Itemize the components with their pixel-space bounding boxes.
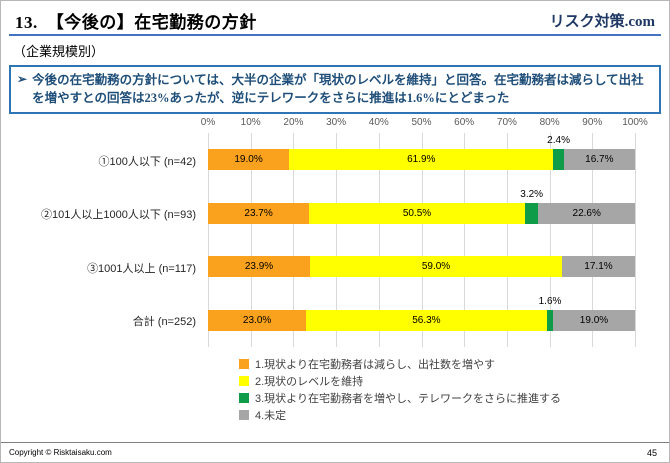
x-tick-label: 20% xyxy=(283,117,304,128)
outside-value-label: 3.2% xyxy=(520,188,544,200)
legend-swatch-icon xyxy=(239,392,249,403)
summary-callout: ➢ 今後の在宅勤務の方針については、大半の企業が「現状のレベルを維持」と回答。在… xyxy=(9,65,661,115)
segment-value-label: 19.0% xyxy=(234,154,263,166)
chart-legend: 1.現状より在宅勤務者は減らし、出社数を増やす 2.現状のレベルを維持 3.現状より… xyxy=(239,357,561,425)
gridline xyxy=(336,133,338,347)
x-tick-label: 70% xyxy=(496,117,517,128)
stacked-bar: 23.7% 50.5% 22.6% xyxy=(208,202,635,224)
arrow-bullet-icon: ➢ xyxy=(17,72,28,86)
bar-segment: 23.9% xyxy=(208,256,311,278)
segment-value-label: 22.6% xyxy=(572,207,601,219)
x-tick-label: 40% xyxy=(368,117,389,128)
category-label: ①100人以下 (n=42) xyxy=(98,155,196,168)
category-label: ②101人以上1000人以下 (n=93) xyxy=(41,209,196,222)
category-label: ③1001人以上 (n=117) xyxy=(87,262,196,275)
segment-value-label: 61.9% xyxy=(407,154,436,166)
x-axis: 0% 10% 20% 30% 40% 50% 60% 70% 80% 90% 100% xyxy=(201,117,648,129)
x-tick-label: 30% xyxy=(326,117,347,128)
segment-value-label: 23.0% xyxy=(242,314,272,326)
x-tick-label: 10% xyxy=(240,117,261,128)
segment-value-label: 17.1% xyxy=(584,261,613,273)
legend-label: 2.現状のレベルを維持 xyxy=(255,375,364,388)
bar-segment: 59.0% xyxy=(310,256,562,278)
summary-text: 今後の在宅勤務の方針については、大半の企業が「現状のレベルを維持」と回答。在宅勤… xyxy=(32,73,644,106)
segment-value-label: 23.9% xyxy=(244,261,274,273)
outside-value-label: 1.6% xyxy=(538,295,562,307)
bar-segment: 22.6% xyxy=(538,202,635,224)
gridline xyxy=(293,133,295,347)
bar-segment xyxy=(546,309,554,331)
x-tick-label: 0% xyxy=(200,117,216,128)
legend-swatch-icon xyxy=(239,409,249,420)
stacked-bar: 23.0% 56.3% 19.0% xyxy=(208,309,635,331)
bar-segment: 19.0% xyxy=(553,309,635,331)
bar-segment xyxy=(524,202,539,224)
gridline xyxy=(464,133,466,347)
segment-value-label: 50.5% xyxy=(402,207,432,219)
category-axis: ①100人以下 (n=42) ②101人以上1000人以下 (n=93) ③1001… xyxy=(1,117,202,355)
copyright-text: Copyright © Risktaisaku.com xyxy=(9,448,112,457)
gridline xyxy=(635,133,636,347)
bar-row: 1.6% 23.0% 56.3% 19.0% xyxy=(208,296,635,331)
segment-value-label: 59.0% xyxy=(421,261,451,273)
bar-segment: 23.0% xyxy=(208,309,307,331)
header-divider xyxy=(9,34,661,36)
page-title: 13. 【今後の】在宅勤務の方針 xyxy=(15,13,257,32)
x-tick-label: 60% xyxy=(454,117,475,128)
legend-item: 2.現状のレベルを維持 xyxy=(239,374,561,388)
stacked-bar: 23.9% 59.0% 17.1% xyxy=(208,256,635,278)
bar-row: 2.4% 19.0% 61.9% 16.7% xyxy=(208,135,635,171)
stacked-bar: 19.0% 61.9% 16.7% xyxy=(208,149,635,171)
outside-value-label: 2.4% xyxy=(547,135,570,147)
gridline xyxy=(378,133,380,347)
bar-segment: 19.0% xyxy=(208,149,290,171)
x-tick-label: 80% xyxy=(539,117,560,128)
bar-segment xyxy=(553,149,564,171)
gridline xyxy=(421,133,423,347)
brand-logo: リスク対策.com xyxy=(549,14,655,30)
bar-segment: 50.5% xyxy=(309,202,525,224)
gridline xyxy=(208,133,209,347)
legend-item: 4.未定 xyxy=(239,408,561,422)
bar-row: 23.9% 59.0% 17.1% xyxy=(208,256,635,278)
legend-swatch-icon xyxy=(239,375,249,386)
bar-segment: 61.9% xyxy=(289,149,554,171)
bar-rows: 2.4% 19.0% 61.9% 16.7% 3.2% 23.7% 50.5% 22.6% 23… xyxy=(208,133,635,347)
category-label: 合計 (n=252) xyxy=(132,316,196,329)
legend-label: 4.未定 xyxy=(255,409,287,422)
legend-label: 3.現状より在宅勤務者を増やし、テレワークをさらに推進する xyxy=(255,392,561,405)
segment-value-label: 16.7% xyxy=(585,154,614,166)
gridlines xyxy=(208,133,636,347)
segment-value-label: 23.7% xyxy=(244,207,273,219)
gridline xyxy=(250,133,252,347)
legend-swatch-icon xyxy=(239,358,249,369)
gridline xyxy=(592,133,594,347)
page-number: 45 xyxy=(646,448,657,458)
bar-segment: 56.3% xyxy=(306,309,547,331)
x-tick-label: 50% xyxy=(411,117,432,128)
legend-item: 3.現状より在宅勤務者を増やし、テレワークをさらに推進する xyxy=(239,391,561,405)
bar-segment: 23.7% xyxy=(208,202,310,224)
footer-divider xyxy=(1,442,669,443)
gridline xyxy=(506,133,508,347)
segment-value-label: 56.3% xyxy=(412,314,441,326)
slide-subtitle: （企業規模別） xyxy=(13,44,105,59)
legend-label: 1.現状より在宅勤務者は減らし、出社数を増やす xyxy=(255,358,495,371)
legend-item: 1.現状より在宅勤務者は減らし、出社数を増やす xyxy=(239,357,561,371)
stacked-bar-chart: ①100人以下 (n=42) ②101人以上1000人以下 (n=93) ③1001… xyxy=(1,117,669,355)
gridline xyxy=(549,133,551,347)
bar-segment: 16.7% xyxy=(563,149,635,171)
bar-segment: 17.1% xyxy=(561,256,635,278)
x-tick-label: 100% xyxy=(622,117,648,128)
plot-area: 0% 10% 20% 30% 40% 50% 60% 70% 80% 90% 100% 2.4% 19… xyxy=(201,117,648,355)
segment-value-label: 19.0% xyxy=(579,314,609,326)
x-tick-label: 90% xyxy=(582,117,603,128)
bar-row: 3.2% 23.7% 50.5% 22.6% xyxy=(208,189,635,224)
